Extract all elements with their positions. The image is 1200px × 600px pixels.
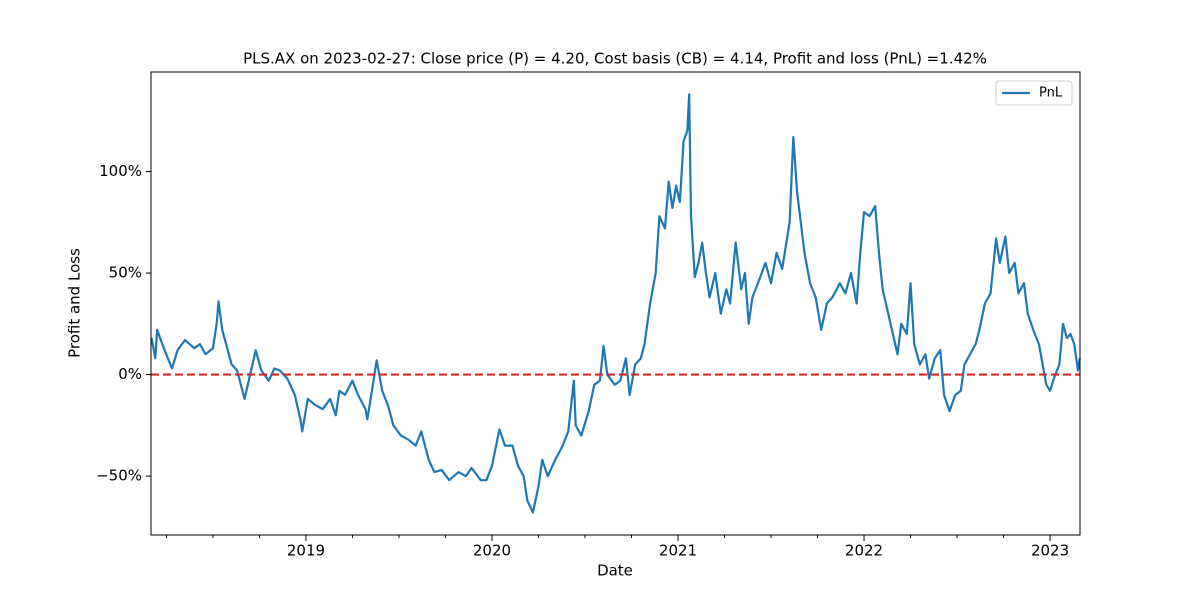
chart-title: PLS.AX on 2023-02-27: Close price (P) = … [243,50,987,68]
y-tick-label: 0% [118,365,142,383]
x-axis-label: Date [597,562,633,580]
x-tick-label: 2023 [1031,542,1069,560]
y-axis-label: Profit and Loss [66,248,84,358]
x-tick-label: 2019 [287,542,325,560]
y-tick-label: −50% [96,467,142,485]
x-tick-label: 2020 [473,542,511,560]
legend-label: PnL [1039,86,1063,101]
y-tick-label: 50% [109,264,142,282]
legend-box [995,80,1073,106]
x-tick-label: 2021 [659,542,697,560]
x-tick-label: 2022 [845,542,883,560]
pnl-line [150,93,1081,514]
y-tick-label: 100% [99,162,142,180]
plot-frame [150,71,1081,536]
